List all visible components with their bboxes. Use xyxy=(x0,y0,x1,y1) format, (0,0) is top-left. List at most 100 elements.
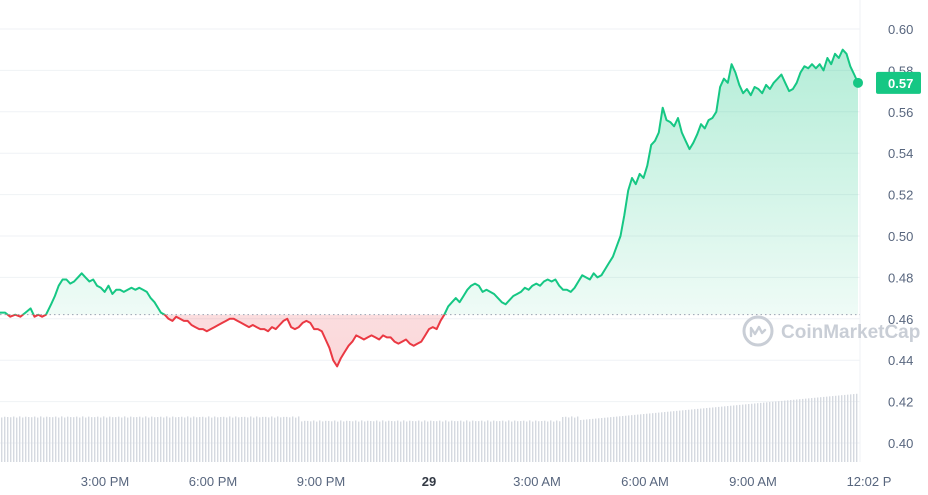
area-fill-up xyxy=(0,49,858,315)
volume-bar xyxy=(106,417,108,462)
x-axis: 3:00 PM 6:00 PM 9:00 PM 29 3:00 AM 6:00 AM 9:0… xyxy=(81,474,892,489)
volume-bar xyxy=(523,420,525,462)
volume-bar xyxy=(541,421,543,462)
volume-bar xyxy=(553,421,555,462)
volume-bar xyxy=(784,400,786,462)
volume-bar xyxy=(169,417,171,462)
volume-bar xyxy=(217,417,219,462)
x-tick-label: 6:00 PM xyxy=(189,474,237,489)
volume-bar xyxy=(25,416,27,462)
volume-bar xyxy=(166,416,168,462)
volume-bar xyxy=(142,417,144,462)
volume-bar xyxy=(367,420,369,462)
volume-bar xyxy=(589,419,591,462)
volume-bar xyxy=(769,402,771,462)
volume-bar xyxy=(115,417,117,462)
y-tick-label: 0.50 xyxy=(888,229,913,244)
price-line-up xyxy=(0,48,859,315)
volume-bar xyxy=(610,417,612,462)
volume-bar xyxy=(526,421,528,462)
volume-bar xyxy=(97,416,99,462)
volume-bar xyxy=(226,417,228,462)
volume-bar xyxy=(121,417,123,462)
volume-bar xyxy=(139,416,141,462)
volume-bar xyxy=(805,398,807,462)
volume-bar xyxy=(676,410,678,462)
x-tick-label: 6:00 AM xyxy=(621,474,669,489)
volume-bar xyxy=(472,420,474,462)
volume-bar xyxy=(460,420,462,462)
volume-bar xyxy=(364,421,366,462)
volume-bar xyxy=(82,416,84,462)
volume-bar xyxy=(385,421,387,462)
volume-bar xyxy=(379,421,381,462)
volume-bar xyxy=(592,418,594,462)
volume-bar xyxy=(403,420,405,462)
volume-bar xyxy=(574,417,576,462)
volume-bar xyxy=(454,421,456,462)
volume-bar xyxy=(772,401,774,462)
volume-bar xyxy=(91,417,93,462)
volume-bar xyxy=(823,396,825,462)
volume-bar xyxy=(616,416,618,462)
volume-bar xyxy=(334,420,336,462)
volume-bar xyxy=(148,417,150,462)
y-tick-label: 0.54 xyxy=(888,146,913,161)
volume-bar xyxy=(766,402,768,462)
volume-bar xyxy=(160,416,162,462)
volume-bar xyxy=(202,416,204,462)
volume-bar xyxy=(628,415,630,462)
volume-bar xyxy=(289,417,291,462)
volume-bar xyxy=(337,421,339,462)
volume-bar xyxy=(64,417,66,462)
y-tick-label: 0.48 xyxy=(888,270,913,285)
y-tick-label: 0.42 xyxy=(888,395,913,410)
volume-bar xyxy=(682,410,684,462)
volume-bar xyxy=(484,421,486,462)
volume-bar xyxy=(427,421,429,462)
volume-bar xyxy=(739,404,741,462)
volume-bar xyxy=(436,421,438,462)
volume-bar xyxy=(832,396,834,462)
price-area xyxy=(0,49,858,367)
volume-bar xyxy=(412,421,414,462)
volume-bar xyxy=(505,421,507,462)
volume-bar xyxy=(538,421,540,462)
volume-bar xyxy=(778,401,780,462)
volume-bar xyxy=(841,395,843,462)
volume-bar xyxy=(346,420,348,462)
volume-bar xyxy=(259,417,261,462)
volume-bar xyxy=(598,418,600,462)
volume-bar xyxy=(382,420,384,462)
volume-bar xyxy=(151,416,153,462)
volume-bar xyxy=(136,417,138,462)
volume-bar xyxy=(103,416,105,462)
volume-bar xyxy=(73,417,75,462)
y-tick-label: 0.46 xyxy=(888,312,913,327)
volume-bar xyxy=(493,420,495,462)
volume-bar xyxy=(313,420,315,462)
volume-bar xyxy=(112,417,114,462)
volume-bar xyxy=(475,421,477,462)
volume-bar xyxy=(607,417,609,462)
volume-bar xyxy=(271,416,273,462)
volume-bar xyxy=(835,395,837,462)
volume-bar xyxy=(658,412,660,462)
volume-bar xyxy=(190,417,192,462)
volume-bar xyxy=(118,416,120,462)
current-price-label: 0.57 xyxy=(888,76,913,91)
volume-bar xyxy=(355,420,357,462)
volume-bar xyxy=(406,421,408,462)
y-axis: 0.400.420.440.460.480.500.520.540.560.58… xyxy=(888,22,913,451)
volume-bar xyxy=(451,420,453,462)
volume-bar xyxy=(214,416,216,462)
volume-bar xyxy=(811,398,813,462)
volume-bar xyxy=(802,398,804,462)
volume-bar xyxy=(844,394,846,462)
volume-bar xyxy=(274,417,276,462)
volume-bar xyxy=(1,417,3,462)
area-fill-down xyxy=(7,314,445,367)
volume-bar xyxy=(277,416,279,462)
volume-bar xyxy=(439,420,441,462)
volume-bar xyxy=(700,408,702,462)
